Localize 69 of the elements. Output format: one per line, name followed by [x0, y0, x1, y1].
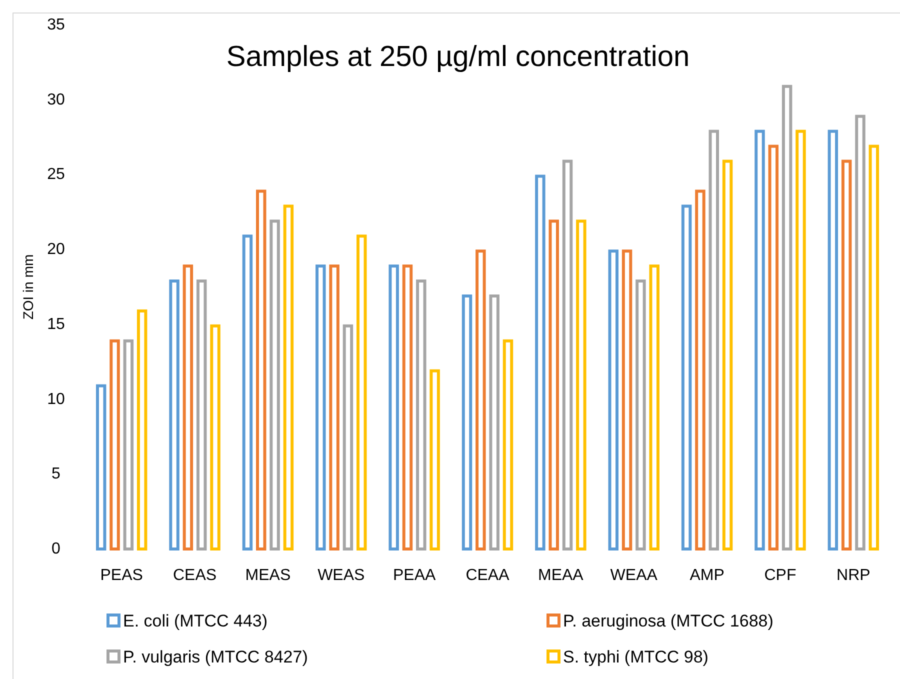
y-tick-label: 25	[47, 166, 65, 184]
y-tick-label: 35	[47, 16, 65, 34]
bar	[608, 250, 618, 550]
bar	[329, 264, 340, 550]
bar	[462, 294, 472, 550]
text: Samples at 250 µg/ml concentration	[226, 41, 690, 73]
bar	[96, 384, 106, 550]
legend-label: P. vulgaris (MTCC 8427)	[123, 648, 308, 666]
legend-label: E. coli (MTCC 443)	[123, 612, 268, 630]
x-tick-label: CEAS	[172, 567, 217, 584]
bar	[768, 144, 779, 550]
bar	[356, 234, 367, 550]
x-tick-label: MEAS	[245, 567, 291, 584]
y-tick-label: 10	[47, 390, 65, 408]
y-tick-label: 0	[52, 540, 61, 558]
bar	[649, 264, 660, 550]
bar	[548, 220, 559, 550]
y-tick-label: 5	[52, 466, 61, 483]
y-axis-title: ZOI in mm	[20, 254, 36, 320]
bar	[828, 130, 838, 550]
bar	[270, 220, 280, 550]
x-tick-label: AMP	[690, 567, 724, 584]
bar	[681, 204, 692, 550]
bar	[754, 130, 765, 550]
x-tick-label: MEAA	[538, 567, 584, 584]
bar	[342, 324, 354, 550]
x-tick-label: CPF	[764, 567, 796, 584]
bar	[695, 190, 706, 550]
bar	[256, 190, 266, 550]
bar	[855, 114, 866, 550]
bar	[782, 84, 792, 550]
y-tick-label: 20	[47, 241, 65, 258]
bar	[708, 130, 719, 550]
bar	[210, 324, 220, 550]
bar	[316, 264, 326, 550]
bar	[636, 280, 646, 550]
bar	[841, 160, 852, 550]
legend-label: P. aeruginosa (MTCC 1688)	[563, 612, 774, 630]
x-tick-label: NRP	[836, 567, 870, 584]
bar	[196, 280, 207, 550]
x-tick-label: PEAA	[392, 567, 436, 584]
bar	[182, 264, 194, 550]
bar	[622, 250, 632, 550]
bar	[136, 309, 148, 550]
x-tick-label: PEAS	[100, 567, 143, 584]
bar	[535, 174, 546, 550]
bar	[502, 339, 514, 550]
bar	[476, 250, 486, 550]
y-tick-label: 30	[47, 91, 65, 108]
bar	[402, 264, 413, 550]
x-tick-label: WEAA	[610, 567, 658, 584]
bar	[169, 280, 180, 550]
bar	[242, 234, 253, 550]
bar	[123, 339, 134, 550]
x-tick-label: WEAS	[318, 567, 365, 584]
bar	[110, 339, 120, 550]
bar	[796, 130, 806, 550]
bar	[283, 204, 294, 550]
legend-label: S. typhi (MTCC 98)	[563, 648, 708, 666]
bar	[416, 280, 426, 550]
y-tick-label: 15	[47, 316, 65, 333]
bar	[722, 160, 733, 550]
bar	[388, 264, 399, 550]
bar	[430, 369, 440, 550]
bar	[489, 294, 500, 550]
bar	[562, 160, 573, 550]
bar	[868, 144, 880, 550]
bar	[576, 220, 586, 550]
x-tick-label: CEAA	[466, 567, 510, 584]
